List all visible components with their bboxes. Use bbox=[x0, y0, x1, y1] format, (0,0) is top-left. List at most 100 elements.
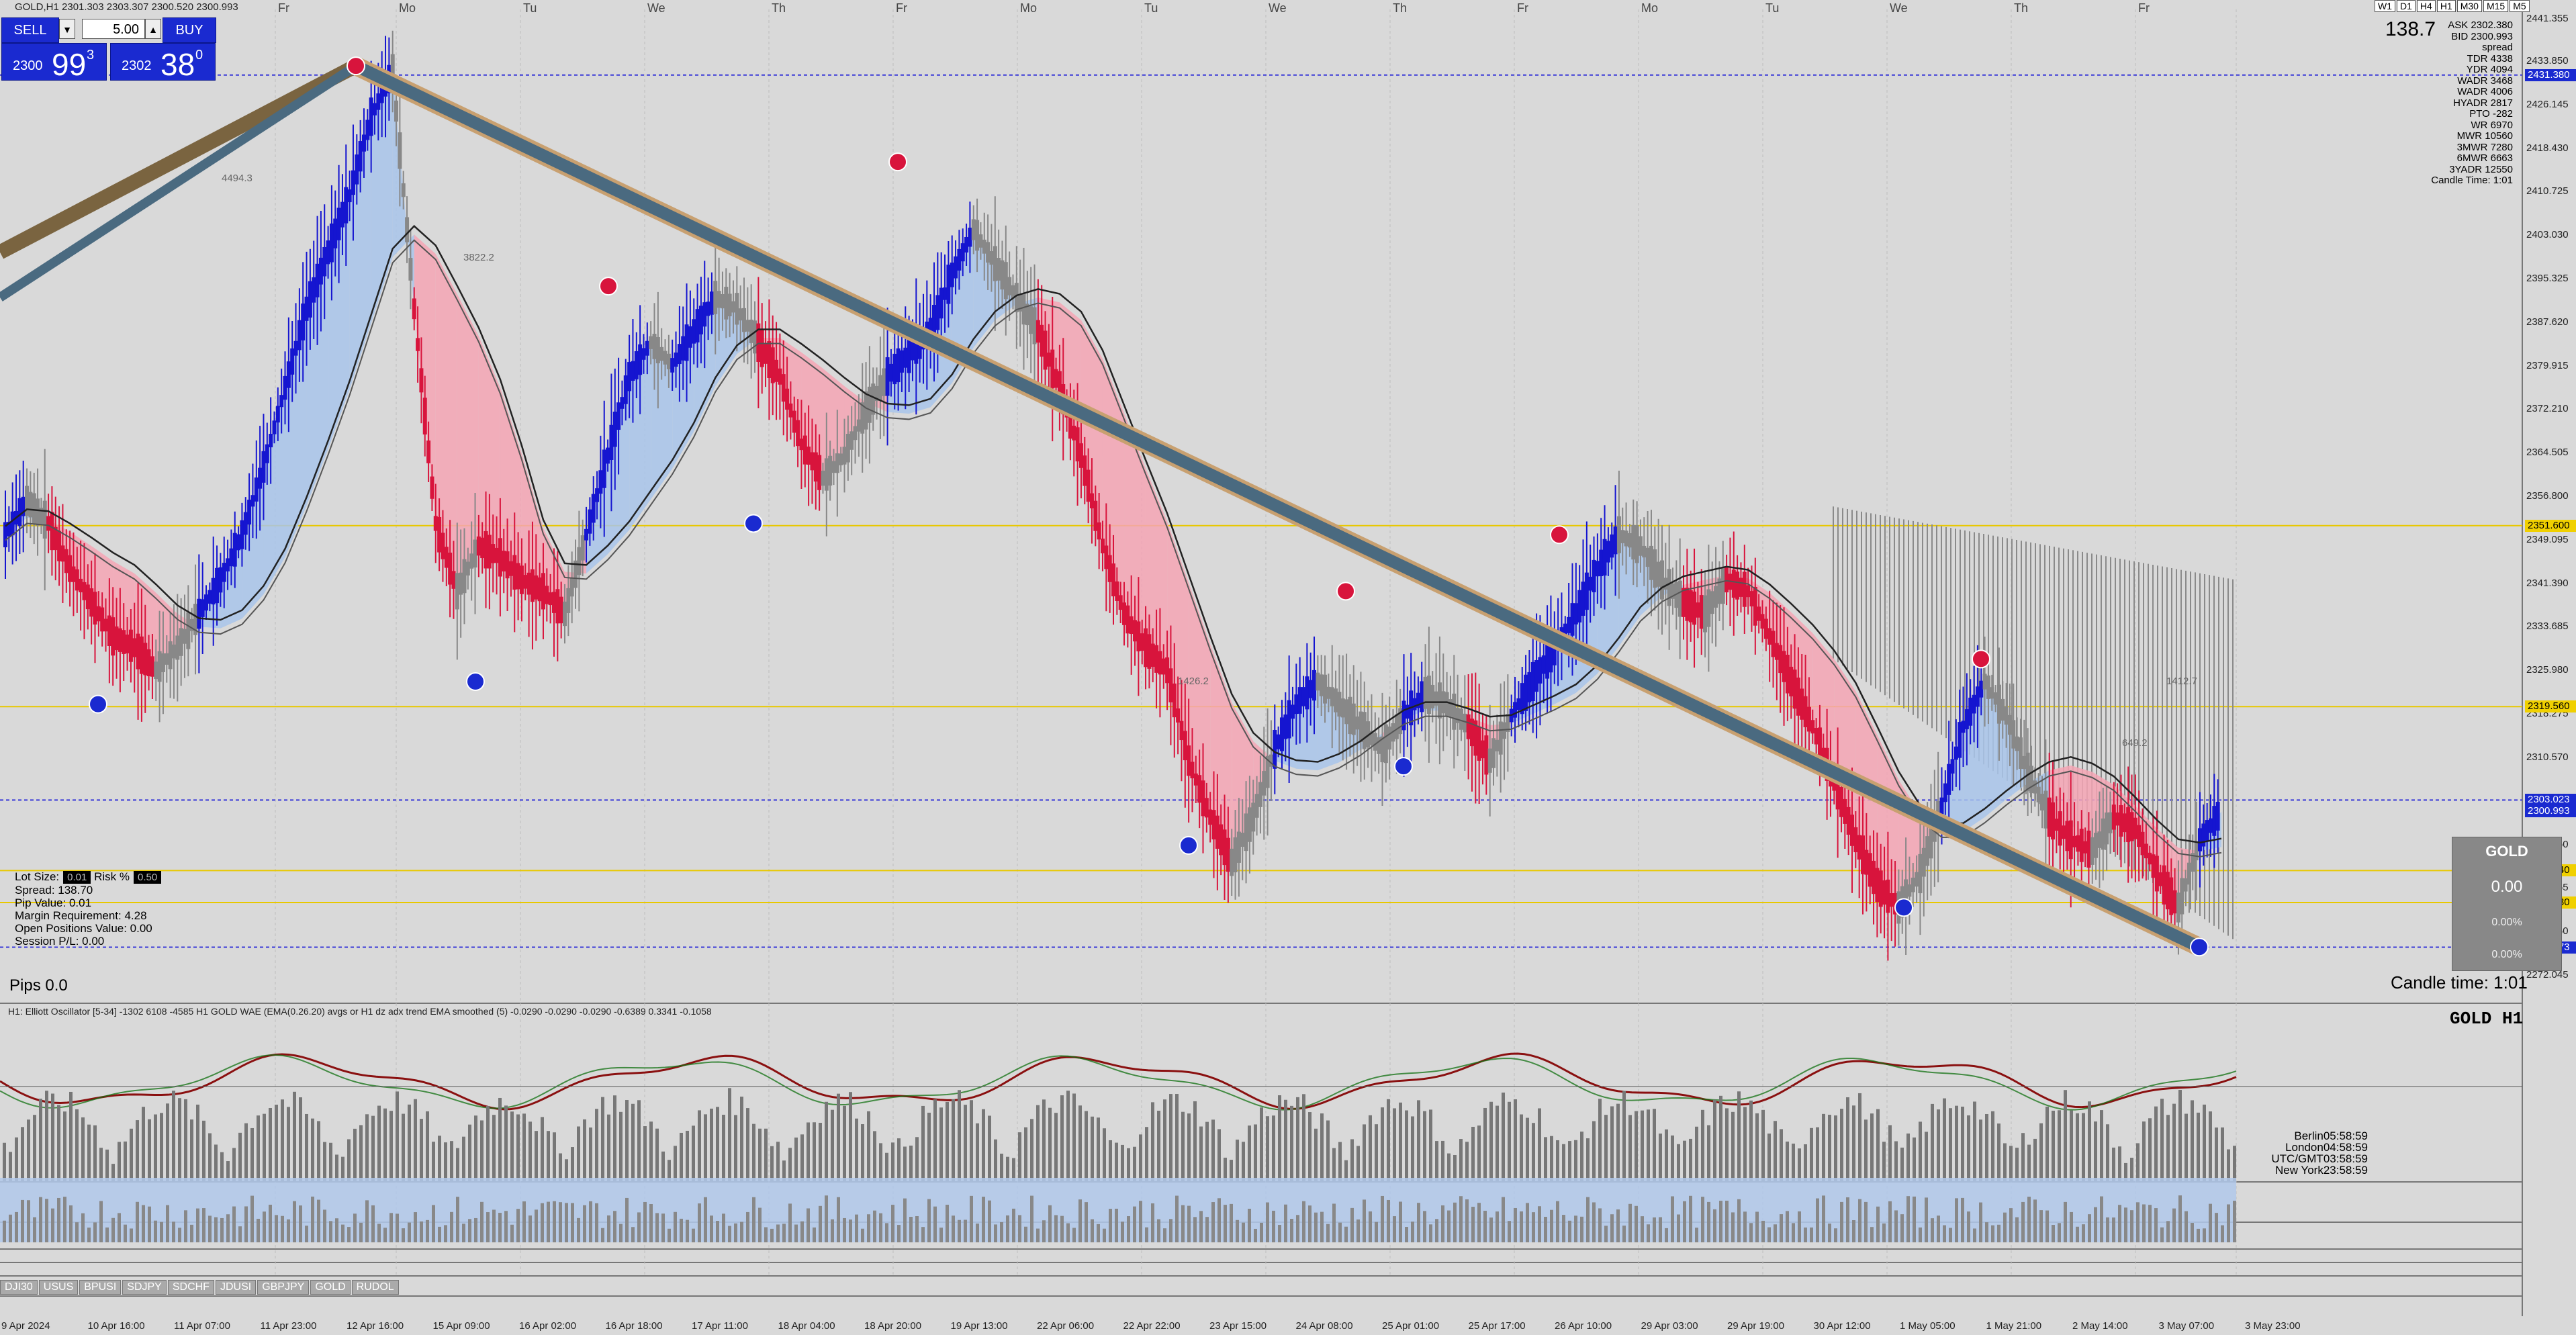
symbol-tab-dji30[interactable]: DJI30 bbox=[0, 1280, 38, 1295]
candle-body bbox=[1265, 755, 1270, 788]
timeframe-w1[interactable]: W1 bbox=[2375, 0, 2395, 12]
lot-down-icon[interactable]: ▼ bbox=[59, 19, 75, 39]
candle-body bbox=[563, 601, 567, 627]
candle-body bbox=[455, 573, 459, 610]
candle-body bbox=[817, 455, 822, 490]
volume-bar bbox=[625, 1100, 629, 1182]
candle-body bbox=[1193, 773, 1198, 786]
candle-body bbox=[390, 54, 395, 89]
candle-body bbox=[272, 420, 277, 434]
candle-body bbox=[1420, 681, 1424, 712]
volume-bar bbox=[1955, 1105, 1958, 1182]
candle-body bbox=[1563, 623, 1567, 638]
candle-body bbox=[1796, 678, 1800, 716]
sell-price-display[interactable]: 2300 99 3 bbox=[1, 43, 107, 82]
volume-bar bbox=[2209, 1111, 2212, 1182]
lot-size-value[interactable]: 0.01 bbox=[63, 871, 91, 884]
wae-bar bbox=[154, 1220, 157, 1242]
volume-bar bbox=[1641, 1110, 1644, 1182]
symbol-tab-jdusi[interactable]: JDUSI bbox=[215, 1280, 257, 1295]
candle-body bbox=[559, 596, 563, 624]
lot-up-icon[interactable]: ▲ bbox=[145, 19, 161, 39]
buy-button[interactable]: BUY bbox=[163, 17, 216, 43]
candle-body bbox=[1412, 698, 1417, 710]
candle-body bbox=[1444, 692, 1449, 717]
candle-body bbox=[1319, 674, 1324, 696]
buy-price-display[interactable]: 2302 38 0 bbox=[110, 43, 216, 82]
symbol-tab-usus[interactable]: USUS bbox=[38, 1280, 79, 1295]
candle-body bbox=[308, 281, 312, 318]
volume-bar bbox=[2106, 1124, 2109, 1182]
volume-bar bbox=[504, 1105, 508, 1182]
candle-body bbox=[394, 100, 399, 122]
sell-price-big: 99 bbox=[52, 47, 87, 82]
volume-bar bbox=[1864, 1119, 1868, 1182]
symbol-tab-sdchf[interactable]: SDCHF bbox=[167, 1280, 214, 1295]
candle-body bbox=[1455, 708, 1460, 723]
volume-bar bbox=[1447, 1153, 1451, 1182]
wae-bar bbox=[1514, 1207, 1517, 1242]
right-panel-line: TDR 4338 bbox=[2467, 52, 2513, 64]
volume-bar bbox=[1556, 1140, 1559, 1182]
volume-bar bbox=[952, 1099, 955, 1182]
wae-bar bbox=[607, 1215, 610, 1242]
timeframe-m5[interactable]: M5 bbox=[2510, 0, 2530, 12]
candle-body bbox=[1674, 582, 1679, 608]
wae-bar bbox=[1072, 1228, 1076, 1242]
risk-value[interactable]: 0.50 bbox=[134, 871, 162, 884]
candle-body bbox=[2140, 831, 2145, 856]
candle-body bbox=[939, 287, 944, 319]
timeframe-d1[interactable]: D1 bbox=[2397, 0, 2416, 12]
trend-fill bbox=[1877, 735, 1899, 908]
candle-body bbox=[742, 308, 746, 332]
wae-bar bbox=[1532, 1212, 1535, 1242]
wae-bar bbox=[982, 1197, 985, 1242]
symbol-tab-gbpjpy[interactable]: GBPJPY bbox=[257, 1280, 310, 1295]
candle-body bbox=[186, 612, 191, 649]
symbol-tab-gold[interactable]: GOLD bbox=[310, 1280, 351, 1295]
volume-bar bbox=[873, 1131, 876, 1182]
candle-body bbox=[1161, 658, 1166, 675]
wae-bar bbox=[1761, 1220, 1765, 1242]
candle-body bbox=[1703, 595, 1708, 633]
symbol-tab-bpusi[interactable]: BPUSI bbox=[79, 1280, 122, 1295]
timeframe-h4[interactable]: H4 bbox=[2416, 0, 2436, 12]
candle-body bbox=[168, 641, 173, 670]
wae-bar bbox=[1574, 1215, 1577, 1242]
candle-body bbox=[1921, 847, 1926, 877]
wae-bar bbox=[1985, 1222, 1988, 1242]
timeframe-m15[interactable]: M15 bbox=[2483, 0, 2509, 12]
wae-bar bbox=[1477, 1203, 1481, 1242]
wae-bar bbox=[988, 1200, 991, 1242]
candle-body bbox=[1545, 639, 1550, 679]
candle-body bbox=[1208, 809, 1213, 825]
sell-button[interactable]: SELL bbox=[1, 17, 59, 43]
symbol-tab-sdjpy[interactable]: SDJPY bbox=[122, 1280, 167, 1295]
volume-bar bbox=[1314, 1128, 1318, 1182]
candle-body bbox=[1244, 813, 1248, 851]
lot-size-input[interactable]: 5.00 bbox=[82, 19, 145, 39]
wae-bar bbox=[1622, 1226, 1626, 1242]
wae-bar bbox=[220, 1217, 224, 1242]
volume-bar bbox=[764, 1128, 768, 1182]
wae-bar bbox=[105, 1227, 109, 1242]
symbol-tab-rudol[interactable]: RUDOL bbox=[351, 1280, 399, 1295]
wae-bar bbox=[668, 1228, 671, 1242]
timeframe-h1[interactable]: H1 bbox=[2436, 0, 2456, 12]
candle-body bbox=[1627, 533, 1632, 548]
world-clock: Berlin05:58:59 bbox=[2294, 1130, 2368, 1142]
volume-bar bbox=[329, 1142, 332, 1182]
volume-bar bbox=[740, 1097, 743, 1182]
volume-bar bbox=[21, 1127, 24, 1182]
wae-bar bbox=[2184, 1211, 2188, 1242]
wae-bar bbox=[1483, 1210, 1487, 1242]
volume-bar bbox=[142, 1107, 145, 1182]
timeframe-m30[interactable]: M30 bbox=[2456, 0, 2482, 12]
candle-body bbox=[2201, 823, 2206, 847]
price-tag: 2319.560 bbox=[2525, 700, 2576, 713]
volume-bar bbox=[81, 1117, 85, 1182]
zigzag-pivot-marker bbox=[1179, 835, 1198, 855]
candle-body bbox=[258, 467, 263, 489]
